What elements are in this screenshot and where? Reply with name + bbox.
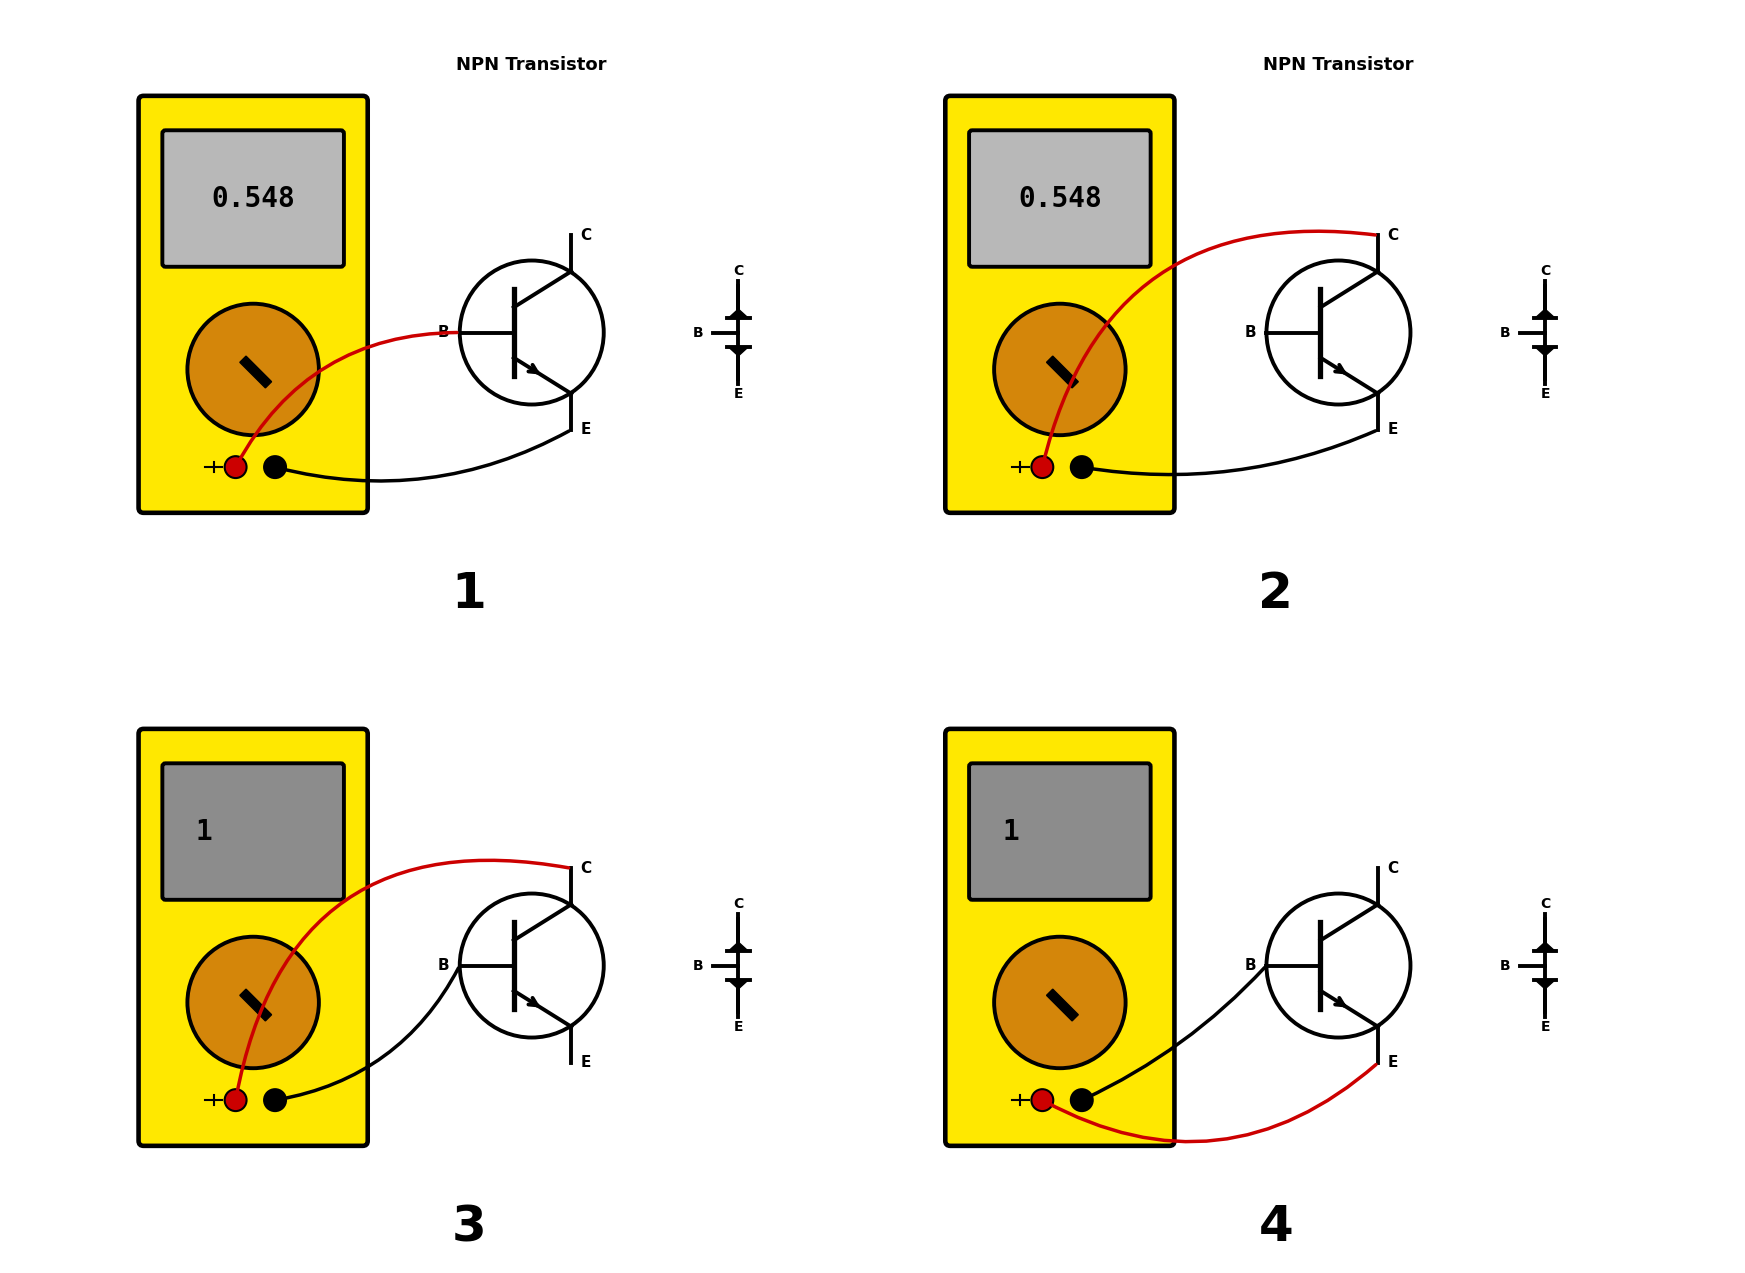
Polygon shape: [1536, 348, 1555, 356]
Text: C: C: [1539, 896, 1550, 910]
Polygon shape: [729, 980, 747, 989]
Text: C: C: [1539, 264, 1550, 278]
Text: 1: 1: [452, 570, 487, 617]
Text: E: E: [1387, 1055, 1398, 1071]
Polygon shape: [1536, 942, 1555, 951]
Polygon shape: [729, 309, 747, 317]
Polygon shape: [239, 989, 272, 1021]
Text: E: E: [1541, 387, 1550, 401]
Text: 4: 4: [1258, 1203, 1293, 1251]
Text: C: C: [581, 861, 592, 876]
Text: E: E: [1541, 1020, 1550, 1034]
Polygon shape: [239, 356, 272, 388]
FancyBboxPatch shape: [138, 95, 368, 513]
Polygon shape: [1047, 356, 1078, 388]
FancyBboxPatch shape: [968, 130, 1150, 267]
Polygon shape: [1536, 309, 1555, 317]
Text: B: B: [1244, 325, 1256, 340]
Text: E: E: [581, 423, 592, 437]
Text: C: C: [733, 896, 743, 910]
Text: NPN Transistor: NPN Transistor: [1263, 56, 1413, 74]
FancyBboxPatch shape: [162, 764, 344, 900]
Polygon shape: [729, 348, 747, 356]
Text: B: B: [693, 326, 703, 340]
Text: 0.548: 0.548: [211, 185, 295, 213]
Text: E: E: [733, 387, 743, 401]
Circle shape: [225, 456, 246, 479]
Text: 0.548: 0.548: [1017, 185, 1101, 213]
Text: C: C: [1387, 861, 1398, 876]
FancyBboxPatch shape: [138, 729, 368, 1146]
Circle shape: [1031, 456, 1054, 479]
Polygon shape: [1047, 989, 1078, 1021]
Circle shape: [1267, 261, 1410, 405]
Circle shape: [1267, 894, 1410, 1037]
Circle shape: [187, 937, 319, 1068]
Circle shape: [995, 937, 1126, 1068]
Circle shape: [1071, 1090, 1092, 1111]
Text: 1: 1: [1002, 817, 1019, 845]
Circle shape: [225, 1090, 246, 1111]
FancyBboxPatch shape: [968, 764, 1150, 900]
Text: NPN Transistor: NPN Transistor: [457, 56, 607, 74]
Circle shape: [263, 1090, 286, 1111]
Text: C: C: [1387, 228, 1398, 243]
Polygon shape: [1536, 980, 1555, 989]
Text: B: B: [693, 959, 703, 973]
Text: 3: 3: [452, 1203, 487, 1251]
Text: 2: 2: [1258, 570, 1293, 617]
Circle shape: [995, 304, 1126, 435]
Text: B: B: [438, 959, 450, 973]
Text: 1: 1: [195, 817, 213, 845]
FancyBboxPatch shape: [946, 729, 1174, 1146]
Polygon shape: [729, 942, 747, 951]
Text: E: E: [1387, 423, 1398, 437]
Text: C: C: [733, 264, 743, 278]
Circle shape: [263, 456, 286, 479]
Text: E: E: [733, 1020, 743, 1034]
Text: C: C: [581, 228, 592, 243]
Text: B: B: [1499, 959, 1509, 973]
Text: E: E: [581, 1055, 592, 1071]
Text: B: B: [1499, 326, 1509, 340]
Circle shape: [459, 894, 604, 1037]
Circle shape: [1031, 1090, 1054, 1111]
Circle shape: [459, 261, 604, 405]
FancyBboxPatch shape: [946, 95, 1174, 513]
Circle shape: [1071, 456, 1092, 479]
FancyBboxPatch shape: [162, 130, 344, 267]
Text: B: B: [1244, 959, 1256, 973]
Text: B: B: [438, 325, 450, 340]
Circle shape: [187, 304, 319, 435]
